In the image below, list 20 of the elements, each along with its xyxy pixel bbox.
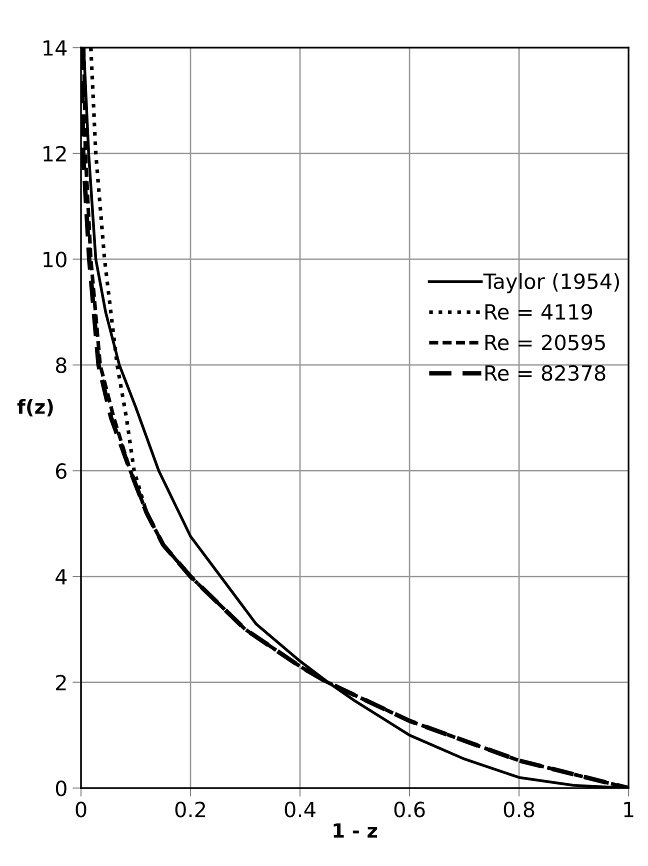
y-tick-label: 0 — [56, 780, 66, 796]
x-tick-label: 0.8 — [504, 802, 534, 818]
y-tick-label: 2 — [56, 674, 66, 690]
x-axis-title: 1 - z — [334, 823, 378, 838]
legend-label: Re = 20595 — [485, 334, 605, 350]
y-tick-label: 10 — [44, 252, 66, 268]
y-tick-label: 4 — [56, 569, 67, 584]
x-tick-label: 1 — [624, 802, 634, 818]
y-tick-label: 12 — [44, 146, 66, 162]
legend-label: Taylor (1954) — [483, 273, 619, 294]
x-tick-label: 0.2 — [175, 802, 205, 818]
y-tick-label: 14 — [44, 40, 67, 56]
x-tick-label: 0.6 — [394, 802, 425, 818]
x-tick-label: 0.4 — [284, 802, 316, 818]
y-axis-title: f(z) — [17, 399, 53, 416]
y-tick-label: 6 — [56, 463, 66, 479]
y-tick-label: 8 — [56, 357, 66, 374]
legend-label: Re = 4119 — [485, 304, 592, 320]
legend-label: Re = 82378 — [485, 365, 606, 381]
x-tick-label: 0 — [76, 802, 86, 818]
